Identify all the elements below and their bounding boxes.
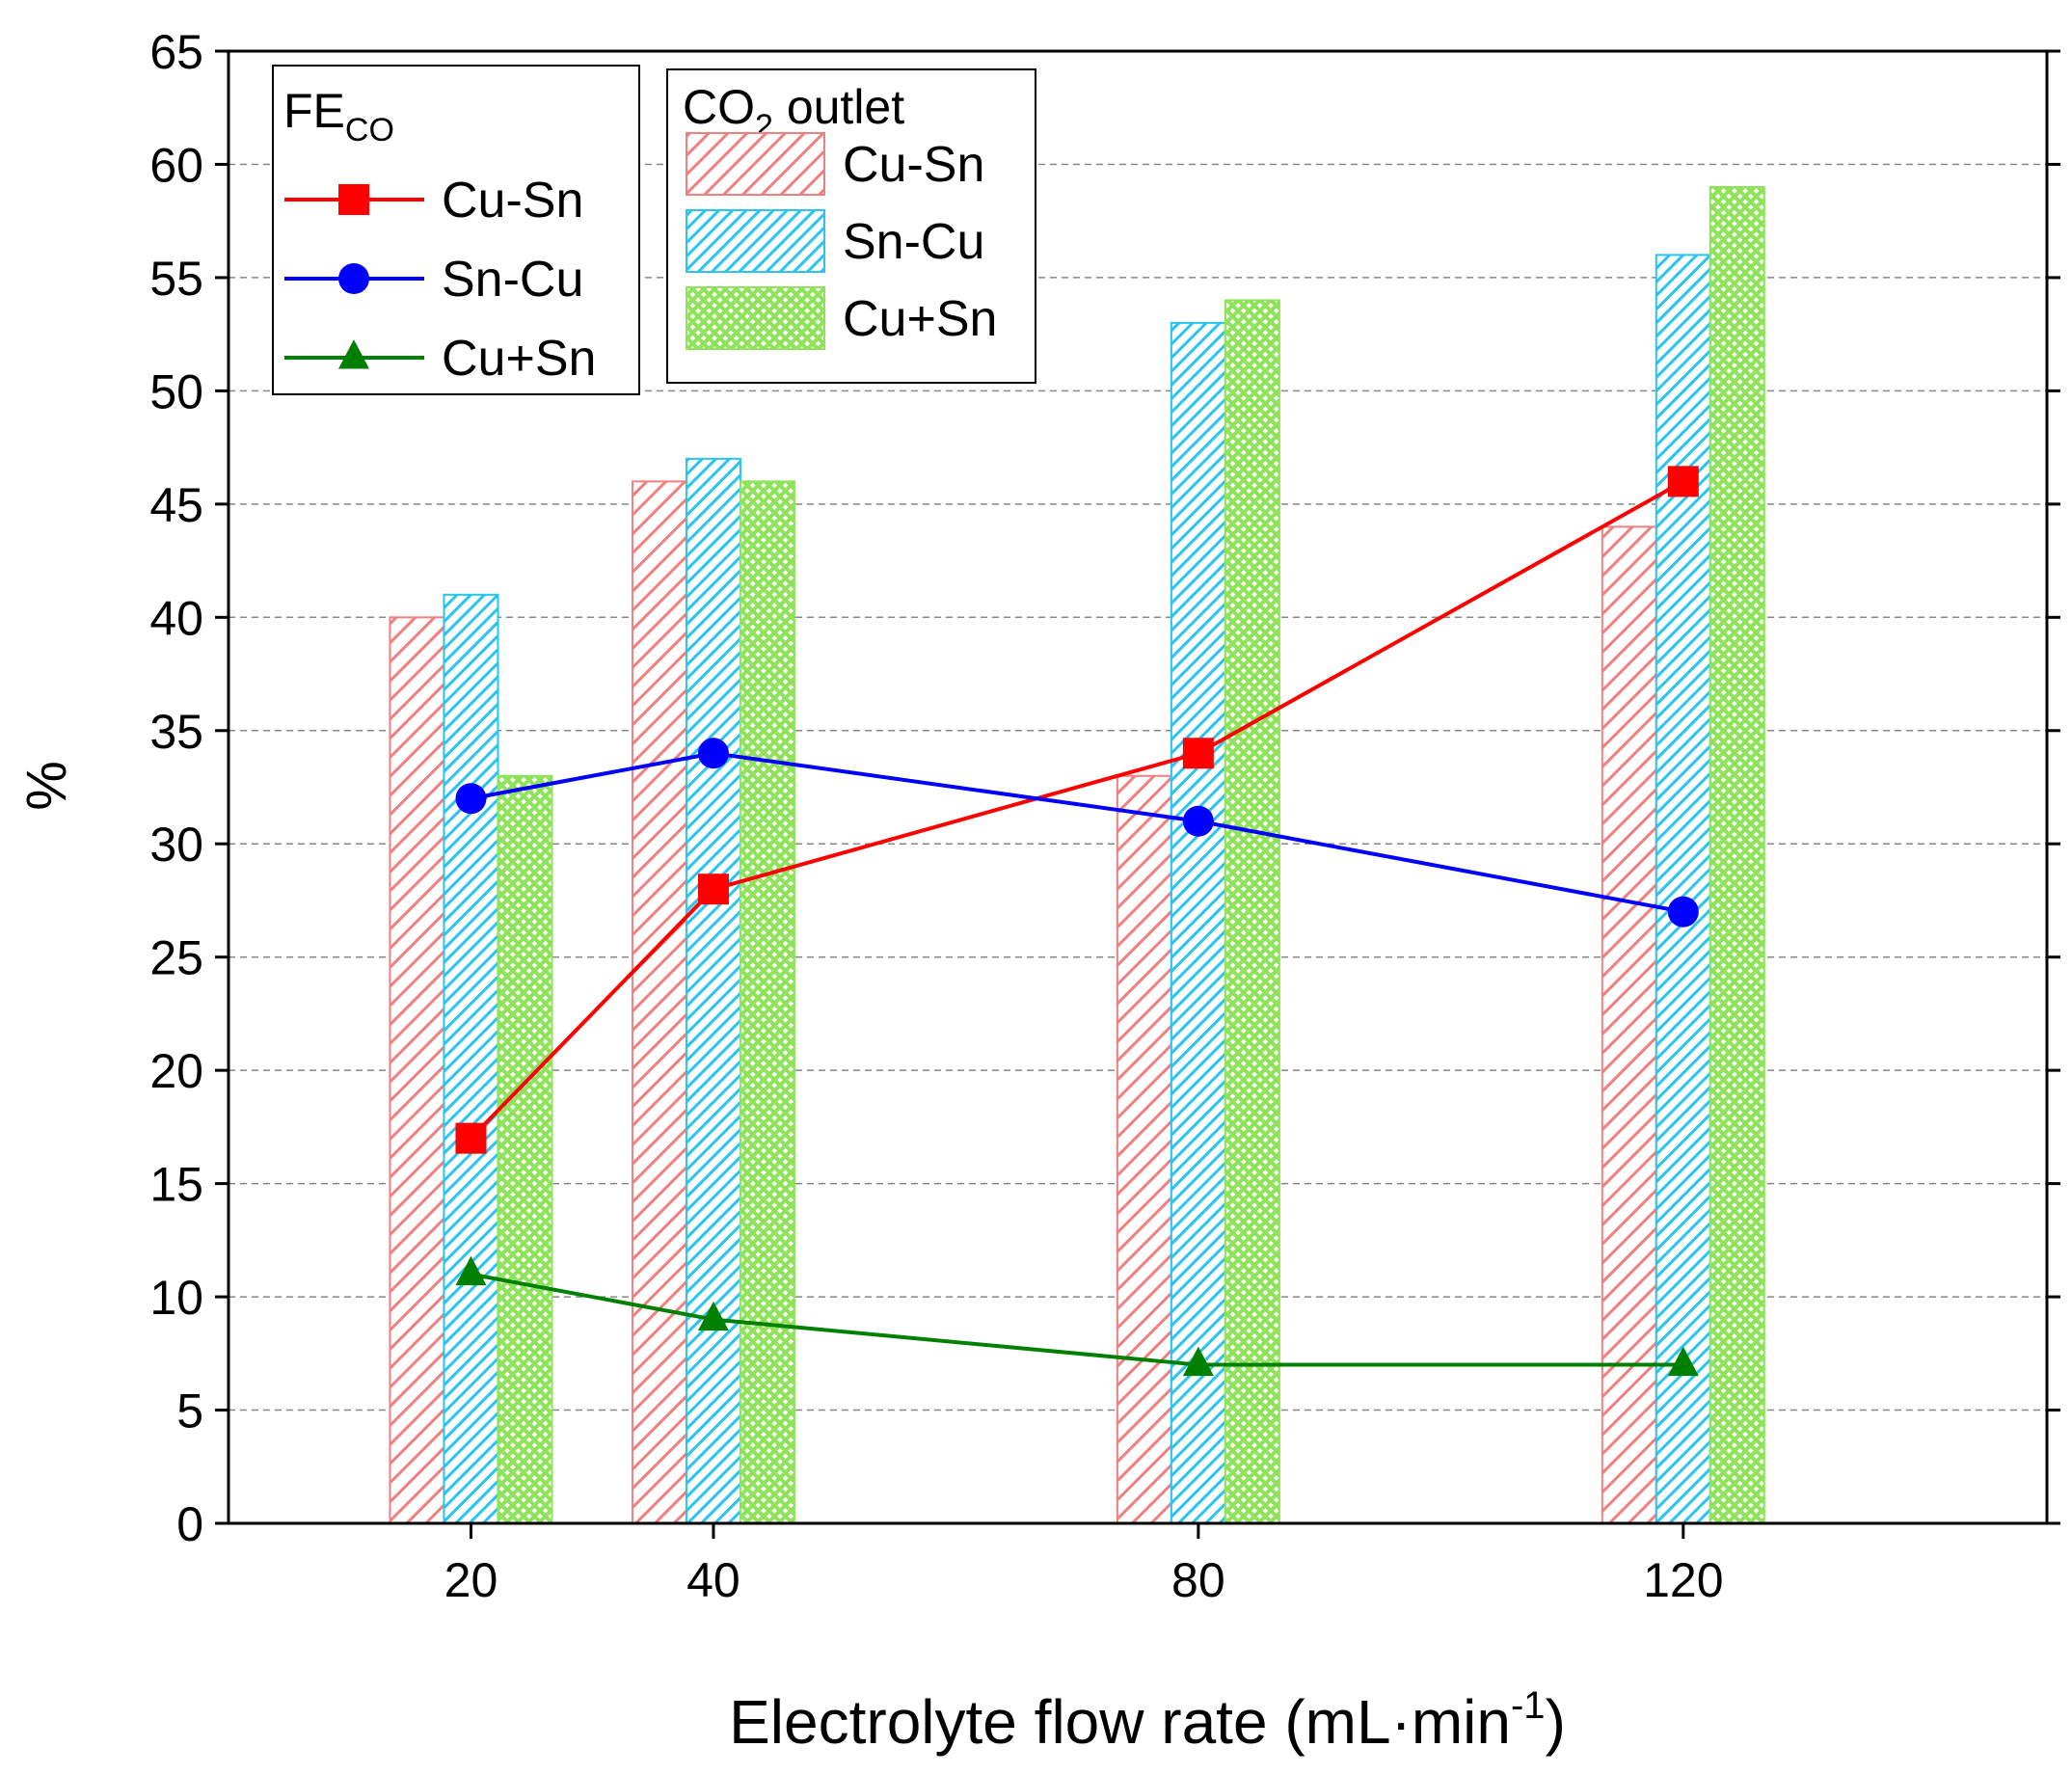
x-tick-label: 120	[1643, 1553, 1723, 1607]
line-series	[455, 466, 1699, 1377]
marker-cuplussn-20	[455, 1255, 487, 1286]
marker-cuplussn-120	[1667, 1346, 1699, 1377]
legend-marker-sn-cu	[338, 263, 369, 294]
marker-sn-cu-80	[1182, 805, 1214, 837]
bar-series	[389, 185, 1765, 1524]
marker-cuplussn-40	[697, 1301, 729, 1331]
marker-sn-cu-20	[455, 783, 487, 815]
bar-sn-cu-40	[685, 457, 741, 1524]
bar-cu-sn-40	[631, 480, 687, 1524]
legend-bar-label-cuplussn: Cu+Sn	[843, 291, 997, 347]
legend-label-cu-sn: Cu-Sn	[442, 173, 583, 228]
legend-swatch-sn-cu	[686, 209, 825, 273]
y-tick-label: 55	[149, 252, 203, 306]
y-tick-label: 20	[149, 1044, 203, 1098]
marker-sn-cu-40	[697, 738, 729, 769]
bar-cu-sn-120	[1601, 525, 1657, 1524]
bar-cuplussn-120	[1709, 185, 1765, 1524]
legend-bar-label-sn-cu: Sn-Cu	[843, 214, 984, 270]
y-tick-label: 35	[149, 705, 203, 759]
y-tick-label: 45	[149, 478, 203, 532]
marker-cuplussn-80	[1182, 1346, 1214, 1377]
bar-cu-sn-80	[1116, 774, 1172, 1524]
line-sn-cu	[471, 751, 1684, 914]
legend-marker-cuplussn	[338, 339, 369, 369]
x-tick-label: 20	[444, 1553, 498, 1607]
y-tick-label: 65	[149, 25, 203, 79]
y-tick-label: 25	[149, 931, 203, 985]
line-cuplussn	[471, 1272, 1683, 1367]
legend-feco: FECO Cu-Sn Sn-Cu Cu+Sn	[272, 65, 640, 395]
legend-bar-label-cu-sn: Cu-Sn	[843, 137, 984, 193]
x-tick-label: 40	[686, 1553, 740, 1607]
bar-cu-sn-20	[389, 616, 445, 1524]
bar-sn-cu-120	[1655, 254, 1711, 1524]
line-cu-sn	[470, 479, 1684, 1141]
x-tick-label: 80	[1171, 1553, 1225, 1607]
marker-cu-sn-20	[455, 1122, 487, 1154]
y-tick-label: 60	[149, 138, 203, 192]
legend-label-sn-cu: Sn-Cu	[442, 252, 583, 308]
bar-cuplussn-20	[497, 774, 553, 1524]
y-tick-label: 50	[149, 364, 203, 418]
legend-swatch-cuplussn	[686, 286, 825, 350]
legend-feco-title: FECO	[283, 84, 394, 148]
y-tick-label: 30	[149, 818, 203, 872]
y-axis-label: %	[15, 761, 78, 811]
bar-sn-cu-20	[443, 593, 499, 1524]
y-tick-label: 0	[176, 1497, 203, 1551]
bar-cuplussn-80	[1224, 299, 1280, 1524]
marker-cu-sn-80	[1182, 738, 1214, 769]
legend-swatch-cu-sn	[686, 132, 825, 196]
plot-frame	[227, 49, 2049, 1525]
axes: 0 5 10 15 20 25 30 35 40 45 50 55 60 65 20 40 80 120	[149, 25, 2060, 1607]
legend-marker-cu-sn	[338, 184, 369, 215]
legend-label-cuplussn: Cu+Sn	[442, 331, 596, 387]
y-tick-label: 40	[149, 591, 203, 645]
marker-cu-sn-40	[697, 874, 729, 905]
y-tick-label: 5	[176, 1384, 203, 1438]
bar-cuplussn-40	[739, 480, 795, 1524]
y-tick-label: 10	[149, 1271, 203, 1325]
bar-sn-cu-80	[1170, 321, 1226, 1524]
y-tick-label: 15	[149, 1158, 203, 1212]
marker-cu-sn-120	[1667, 466, 1699, 497]
x-axis-label: Electrolyte flow rate (mL·min-1)	[729, 1684, 1566, 1757]
marker-sn-cu-120	[1667, 896, 1699, 927]
